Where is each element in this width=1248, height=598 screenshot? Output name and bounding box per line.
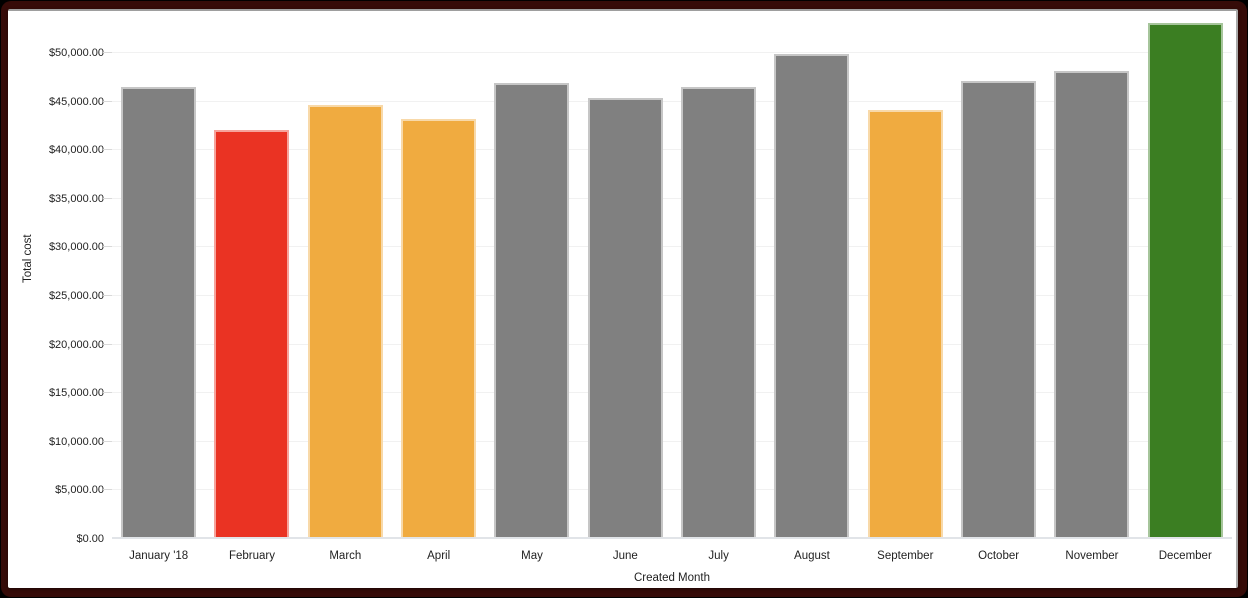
tick-mark [103, 149, 112, 151]
bar-chart: Total cost $0.00 $5,000.00 $10,000.00 $15,0… [8, 11, 1236, 588]
y-tick-label: $0.00 [76, 533, 104, 545]
gridline [112, 246, 1232, 248]
bar-july[interactable] [681, 87, 757, 539]
chart-card: Total cost $0.00 $5,000.00 $10,000.00 $15,0… [8, 9, 1238, 588]
tick-mark [103, 295, 112, 296]
gridline [112, 52, 1232, 53]
x-tick-label: June [612, 550, 638, 562]
gridline [112, 197, 1232, 199]
tick-mark [103, 100, 112, 102]
x-tick-label: April [427, 550, 451, 562]
bar-august[interactable] [774, 54, 850, 539]
bars-container [112, 9, 1232, 539]
x-tick-label: January '18 [129, 550, 189, 562]
x-tick-label: September [877, 550, 934, 562]
x-tick-label: November [1065, 550, 1119, 562]
x-tick-label: October [978, 550, 1020, 562]
bar-october[interactable] [961, 81, 1037, 539]
gridline [112, 149, 1232, 151]
y-tick-label: $20,000.00 [48, 338, 104, 351]
gridline [112, 489, 1232, 491]
y-tick-label: $40,000.00 [48, 144, 104, 157]
x-axis-tick-labels: January '18 February March April May June July… [112, 550, 1232, 566]
tick-mark [103, 489, 112, 491]
y-tick-label: $50,000.00 [48, 47, 104, 59]
gridline [112, 392, 1232, 394]
tick-mark [103, 440, 112, 442]
y-tick-label: $25,000.00 [48, 290, 104, 302]
tick-mark [103, 52, 112, 53]
gridline [112, 100, 1232, 102]
bar-january-18[interactable] [121, 87, 197, 539]
y-tick-label: $15,000.00 [48, 387, 104, 400]
y-axis-tick-labels: $0.00 $5,000.00 $10,000.00 $15,000.00 $20,00… [8, 9, 104, 545]
x-tick-label: March [329, 550, 362, 562]
bar-april[interactable] [401, 119, 477, 539]
tick-mark [103, 246, 112, 248]
bar-february[interactable] [214, 130, 290, 539]
x-tick-label: May [521, 550, 543, 562]
bar-september[interactable] [867, 110, 943, 539]
tick-mark [103, 197, 112, 199]
y-tick-label: $45,000.00 [48, 95, 104, 108]
gridline [112, 295, 1232, 296]
bar-march[interactable] [307, 105, 383, 539]
bar-december[interactable] [1147, 23, 1223, 539]
plot-area [103, 9, 1232, 539]
bar-june[interactable] [587, 98, 663, 539]
x-tick-label: July [708, 550, 729, 562]
x-tick-label: February [228, 550, 275, 562]
x-axis-line [112, 537, 1232, 539]
bar-november[interactable] [1054, 71, 1130, 539]
y-tick-label: $10,000.00 [48, 435, 104, 448]
gridline [112, 440, 1232, 442]
bar-may[interactable] [494, 83, 570, 539]
y-tick-label: $35,000.00 [48, 192, 104, 205]
gridline [112, 343, 1232, 345]
tick-mark [103, 343, 112, 345]
x-tick-label: December [1158, 550, 1212, 562]
y-tick-label: $30,000.00 [48, 241, 104, 254]
y-tick-label: $5,000.00 [55, 484, 104, 497]
x-axis-title: Created Month [633, 572, 711, 584]
tick-mark [103, 392, 112, 394]
x-tick-label: August [794, 550, 830, 562]
